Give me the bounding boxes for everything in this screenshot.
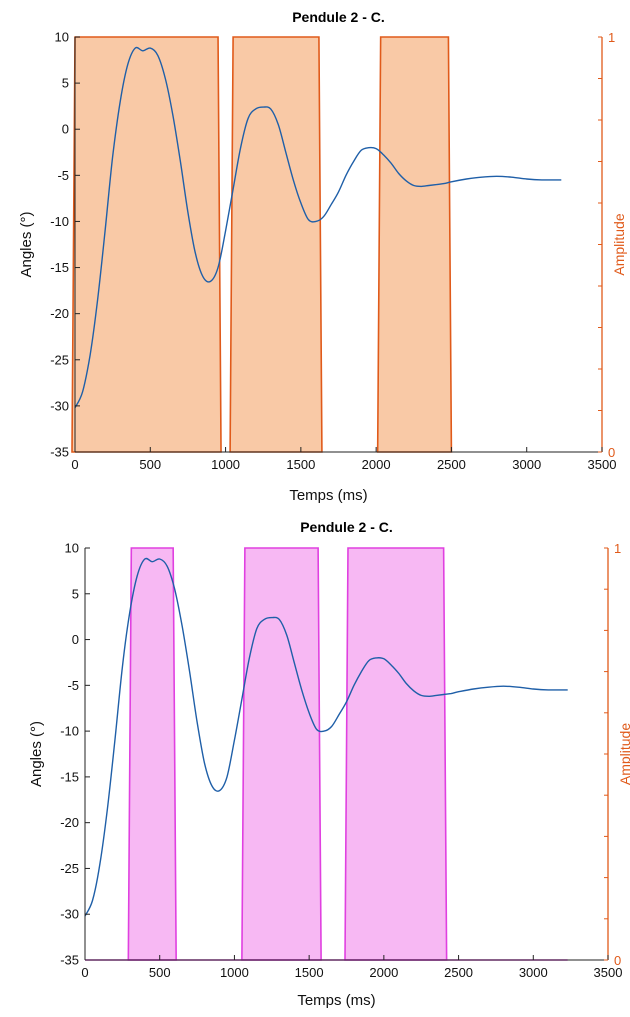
- x-tick-label: 1500: [295, 965, 324, 980]
- y-tick-label: -15: [60, 769, 79, 784]
- x-tick-label: 0: [81, 965, 88, 980]
- y-tick-label: -30: [60, 907, 79, 922]
- x-tick-label: 0: [71, 457, 78, 472]
- y-tick-label: 10: [55, 30, 69, 45]
- angle-series-line: [84, 557, 568, 917]
- amplitude-pulse-2: [344, 547, 448, 961]
- y-axis-label: Angles (°): [28, 721, 45, 787]
- bottom-chart: 0 500 1000 1500 2000 2500 3000 35001050-5-10-15…: [28, 519, 630, 1009]
- x-axis-label: Temps (ms): [289, 487, 367, 504]
- y-tick-label: -25: [50, 352, 69, 367]
- y2-axis-label: Amplitude: [611, 213, 627, 275]
- x-axis-label: Temps (ms): [297, 992, 375, 1009]
- y2-tick-label: 1: [614, 541, 621, 556]
- y-tick-label: -20: [50, 306, 69, 321]
- y-tick-label: 0: [62, 122, 69, 137]
- x-tick-label: 2500: [437, 457, 466, 472]
- y-tick-label: -10: [50, 214, 69, 229]
- y-tick-label: 5: [72, 586, 79, 601]
- amplitude-pulse-2: [376, 36, 453, 453]
- x-tick-label: 2500: [444, 965, 473, 980]
- amplitude-pulse-1: [241, 547, 322, 961]
- x-tick-label: 1000: [211, 457, 240, 472]
- y-tick-label: -30: [50, 398, 69, 413]
- x-tick-label: 3000: [519, 965, 548, 980]
- y-tick-label: -5: [67, 678, 79, 693]
- x-tick-label: 2000: [362, 457, 391, 472]
- chart-title: Pendule 2 - C.: [292, 9, 385, 25]
- x-tick-label: 3000: [512, 457, 541, 472]
- y-tick-label: -20: [60, 815, 79, 830]
- y-tick-label: -35: [50, 445, 69, 460]
- y-tick-label: -25: [60, 861, 79, 876]
- y-axis-label: Angles (°): [18, 211, 35, 277]
- y2-axis-label: Amplitude: [617, 723, 630, 785]
- y-tick-label: -10: [60, 724, 79, 739]
- y-tick-label: -5: [57, 168, 69, 183]
- amplitude-pulse-0: [71, 36, 222, 453]
- x-tick-label: 500: [139, 457, 161, 472]
- chart-title: Pendule 2 - C.: [300, 519, 393, 535]
- x-tick-label: 2000: [369, 965, 398, 980]
- x-tick-label: 1500: [286, 457, 315, 472]
- x-tick-label: 3500: [594, 965, 623, 980]
- angle-series-line: [74, 46, 562, 409]
- y2-tick-label: 0: [608, 445, 615, 460]
- amplitude-pulse-0: [127, 547, 177, 961]
- y-tick-label: 5: [62, 76, 69, 91]
- x-tick-label: 3500: [588, 457, 617, 472]
- y2-tick-label: 0: [614, 953, 621, 968]
- top-chart: 0 500 1000 1500 2000 2500 3000 35001050-5-10-15…: [18, 9, 627, 504]
- y-tick-label: 0: [72, 632, 79, 647]
- x-tick-label: 1000: [220, 965, 249, 980]
- y-tick-label: 10: [65, 541, 79, 556]
- y-tick-label: -15: [50, 260, 69, 275]
- amplitude-pulse-1: [229, 36, 323, 453]
- y2-tick-label: 1: [608, 30, 615, 45]
- y-tick-label: -35: [60, 953, 79, 968]
- x-tick-label: 500: [149, 965, 171, 980]
